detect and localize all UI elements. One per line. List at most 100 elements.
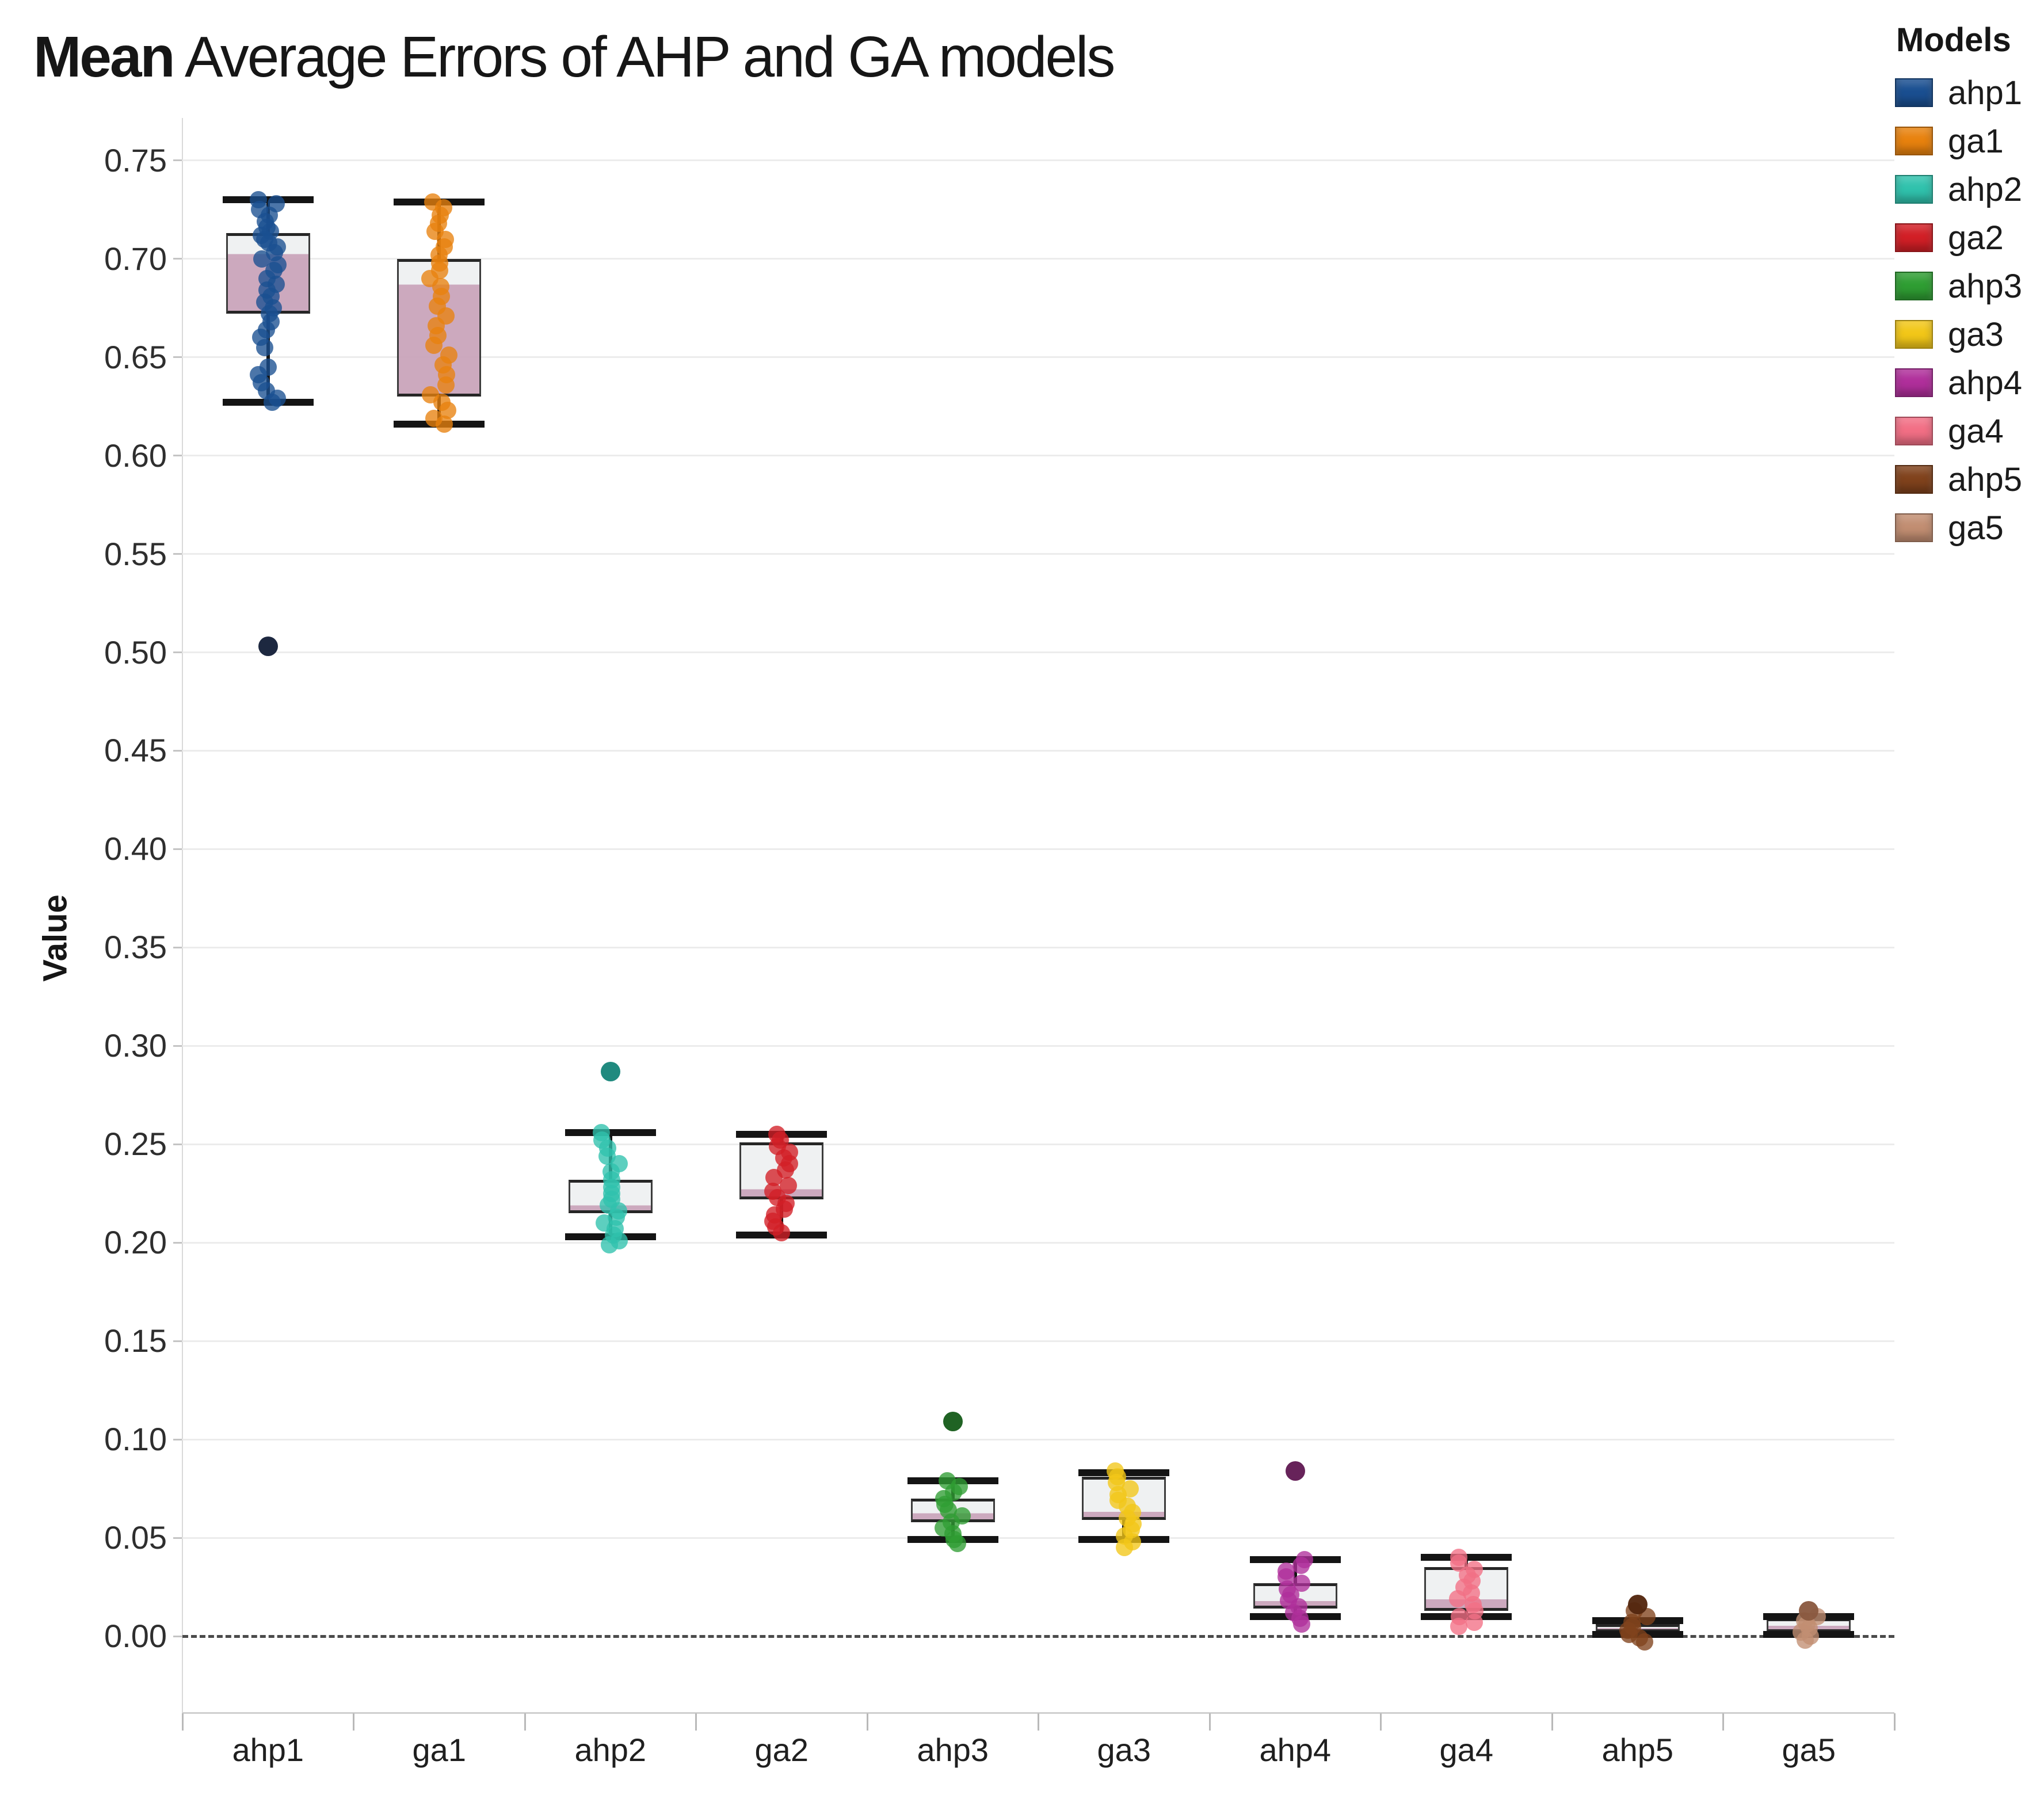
legend-swatch-ahp3 bbox=[1895, 272, 1933, 300]
legend-swatch-ahp4 bbox=[1895, 368, 1933, 397]
data-point-ga4[interactable] bbox=[1449, 1590, 1467, 1608]
outlier-point-ahp4[interactable] bbox=[1285, 1461, 1305, 1481]
data-point-ga2[interactable] bbox=[772, 1224, 790, 1242]
x-tick-mark bbox=[181, 1713, 184, 1731]
gridline bbox=[182, 848, 1894, 850]
legend-item-ahp1[interactable]: ahp1 bbox=[1895, 68, 2022, 117]
x-tick-mark bbox=[353, 1713, 354, 1731]
data-point-ahp4[interactable] bbox=[1292, 1556, 1310, 1574]
data-point-ahp5[interactable] bbox=[1636, 1633, 1654, 1651]
x-axis-label: ahp2 bbox=[574, 1732, 647, 1768]
outlier-point-ahp2[interactable] bbox=[600, 1061, 620, 1081]
data-point-ga1[interactable] bbox=[425, 337, 443, 355]
legend-item-ga5[interactable]: ga5 bbox=[1895, 504, 2022, 552]
x-axis-line bbox=[182, 1712, 1894, 1714]
outlier-point-ahp3[interactable] bbox=[943, 1412, 963, 1432]
legend-label: ga5 bbox=[1948, 509, 2004, 547]
y-tick-label: 0.25 bbox=[104, 1126, 167, 1163]
y-tick-label: 0.15 bbox=[104, 1323, 167, 1359]
whisker-line bbox=[266, 314, 270, 403]
data-point-ahp1[interactable] bbox=[255, 338, 273, 356]
y-tick-label: 0.20 bbox=[104, 1224, 167, 1261]
data-point-ga1[interactable] bbox=[436, 415, 453, 433]
gridline bbox=[182, 1045, 1894, 1047]
y-tick-mark bbox=[173, 258, 182, 260]
gridline bbox=[182, 159, 1894, 162]
x-tick-mark bbox=[1380, 1713, 1382, 1731]
gridline bbox=[182, 1438, 1894, 1440]
y-tick-label: 0.35 bbox=[104, 929, 167, 966]
legend-label: ahp2 bbox=[1948, 170, 2023, 208]
y-tick-mark bbox=[173, 946, 182, 948]
data-point-ga4[interactable] bbox=[1450, 1617, 1467, 1635]
y-tick-label: 0.40 bbox=[104, 830, 167, 867]
data-point-ahp1[interactable] bbox=[264, 394, 281, 411]
whisker-cap bbox=[565, 1129, 656, 1136]
legend-label: ga3 bbox=[1948, 315, 2004, 353]
y-tick-label: 0.00 bbox=[104, 1618, 167, 1654]
legend-item-ga2[interactable]: ga2 bbox=[1895, 214, 2022, 262]
y-axis-line bbox=[182, 118, 183, 1713]
legend-label: ahp1 bbox=[1948, 74, 2023, 112]
zero-reference-line bbox=[182, 1634, 1894, 1638]
data-point-ga1[interactable] bbox=[437, 376, 455, 394]
x-tick-mark bbox=[1208, 1713, 1211, 1731]
x-axis-label: ahp5 bbox=[1601, 1732, 1674, 1768]
y-tick-label: 0.10 bbox=[104, 1421, 167, 1458]
y-tick-label: 0.45 bbox=[104, 732, 167, 769]
gridline bbox=[182, 1241, 1894, 1244]
legend-swatch-ga4 bbox=[1895, 417, 1933, 445]
legend-swatch-ga1 bbox=[1895, 127, 1933, 155]
x-axis-label: ga2 bbox=[754, 1732, 809, 1768]
data-point-ga5[interactable] bbox=[1797, 1631, 1814, 1649]
y-tick-mark bbox=[173, 1143, 182, 1145]
data-point-ahp4[interactable] bbox=[1293, 1615, 1311, 1633]
outlier-point-ahp1[interactable] bbox=[258, 637, 278, 657]
y-tick-label: 0.30 bbox=[104, 1027, 167, 1064]
y-tick-mark bbox=[173, 1537, 182, 1539]
y-tick-mark bbox=[173, 553, 182, 555]
legend-label: ga4 bbox=[1948, 412, 2004, 450]
legend-item-ga1[interactable]: ga1 bbox=[1895, 117, 2022, 165]
legend-item-ahp4[interactable]: ahp4 bbox=[1895, 359, 2022, 407]
x-tick-mark bbox=[866, 1713, 868, 1731]
legend-item-ahp3[interactable]: ahp3 bbox=[1895, 262, 2022, 310]
data-point-ahp3[interactable] bbox=[948, 1535, 966, 1553]
legend-item-ahp2[interactable]: ahp2 bbox=[1895, 165, 2022, 214]
outlier-point-ahp5[interactable] bbox=[1627, 1595, 1648, 1615]
data-point-ga4[interactable] bbox=[1466, 1614, 1484, 1632]
gridline bbox=[182, 258, 1894, 260]
legend-item-ga4[interactable]: ga4 bbox=[1895, 407, 2022, 455]
legend-label: ahp3 bbox=[1948, 267, 2023, 305]
x-axis-label: ga3 bbox=[1097, 1732, 1151, 1768]
x-axis-label: ahp1 bbox=[232, 1732, 304, 1768]
y-tick-mark bbox=[173, 749, 182, 752]
y-tick-mark bbox=[173, 159, 182, 162]
outlier-point-ga5[interactable] bbox=[1799, 1600, 1819, 1621]
x-tick-mark bbox=[1038, 1713, 1039, 1731]
legend: Models ahp1 ga1 ahp2 ga2 ahp3 ga3 ahp4 ga4 ahp5 g… bbox=[1895, 21, 2022, 552]
y-tick-mark bbox=[173, 1438, 182, 1440]
data-point-ga3[interactable] bbox=[1116, 1539, 1134, 1557]
data-point-ahp2[interactable] bbox=[601, 1236, 619, 1253]
x-tick-mark bbox=[695, 1713, 697, 1731]
y-tick-label: 0.50 bbox=[104, 634, 167, 670]
gridline bbox=[182, 1143, 1894, 1145]
y-tick-mark bbox=[173, 1045, 182, 1047]
y-tick-mark bbox=[173, 356, 182, 359]
legend-item-ahp5[interactable]: ahp5 bbox=[1895, 455, 2022, 504]
legend-title: Models bbox=[1896, 21, 2011, 59]
chart-title-lead: Mean bbox=[33, 25, 176, 89]
legend-swatch-ga3 bbox=[1895, 320, 1933, 349]
gridline bbox=[182, 356, 1894, 359]
legend-item-ga3[interactable]: ga3 bbox=[1895, 310, 2022, 359]
gridline bbox=[182, 1537, 1894, 1539]
legend-items: ahp1 ga1 ahp2 ga2 ahp3 ga3 ahp4 ga4 ahp5 ga5 bbox=[1895, 68, 2022, 552]
y-tick-label: 0.70 bbox=[104, 240, 167, 277]
legend-label: ga1 bbox=[1948, 122, 2004, 160]
x-tick-mark bbox=[1893, 1713, 1896, 1731]
y-tick-mark bbox=[173, 848, 182, 850]
gridline bbox=[182, 749, 1894, 752]
x-tick-mark bbox=[1551, 1713, 1553, 1731]
y-tick-label: 0.05 bbox=[104, 1519, 167, 1556]
